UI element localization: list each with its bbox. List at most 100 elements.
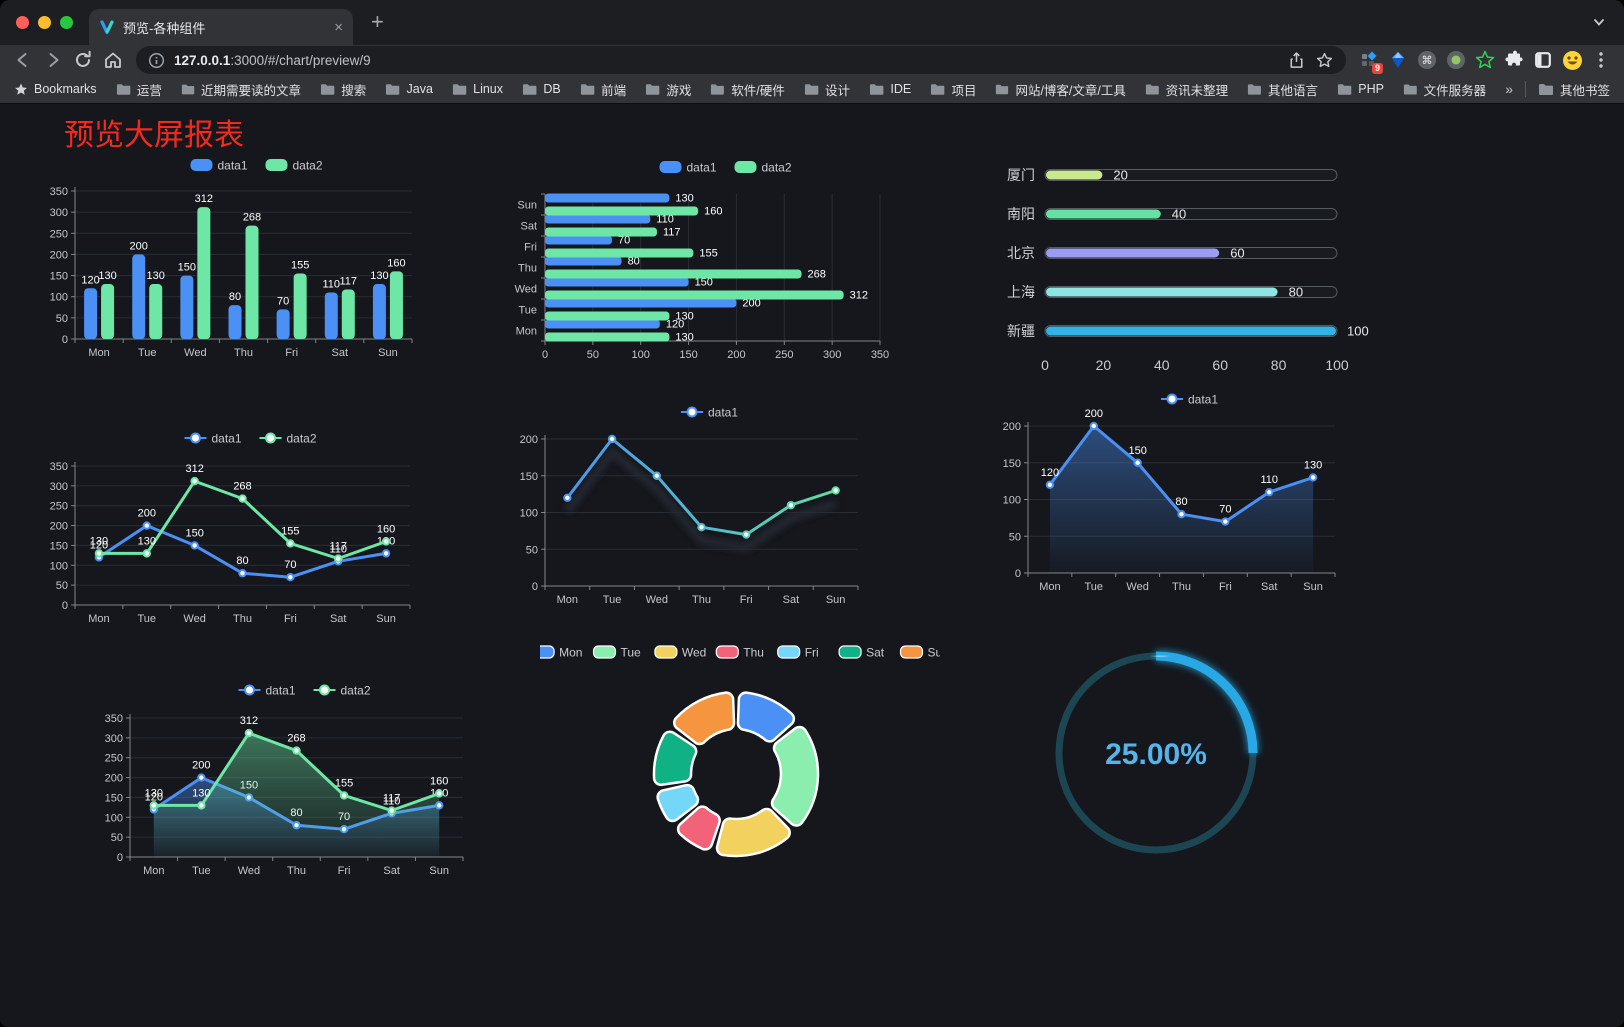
data-point[interactable] [1265,487,1274,497]
data-point[interactable] [387,806,396,815]
address-bar[interactable]: 127.0.0.1:3000/#/chart/preview/9 [136,46,1346,74]
bar[interactable] [545,311,670,321]
data-point[interactable] [1308,473,1318,482]
legend-item[interactable]: data1 [184,432,242,446]
data-point[interactable] [94,549,104,558]
browser-tab[interactable]: 预览-各种组件 × [89,9,353,45]
data-point[interactable] [238,494,247,503]
gauge-chart[interactable]: 25.00% [1040,641,1280,871]
minimize-window-button[interactable] [38,16,51,29]
legend-item[interactable]: Sun [899,645,941,660]
forward-button[interactable] [38,46,68,74]
share-icon[interactable] [1287,51,1306,70]
bar[interactable] [545,193,670,203]
data-point[interactable] [1045,480,1055,490]
data-point[interactable] [339,791,349,800]
bar[interactable] [545,298,737,308]
legend-item[interactable]: Tue [592,645,642,660]
data-point[interactable] [1133,458,1142,467]
browser-menu-icon[interactable] [1590,49,1612,71]
tab-close-icon[interactable]: × [334,18,343,36]
legend-item[interactable]: Thu [715,645,764,660]
bookmark-item[interactable]: Linux [452,82,503,96]
data-point[interactable] [142,521,151,530]
data-point[interactable] [786,500,796,510]
green-star-extension-icon[interactable] [1474,49,1496,71]
data-point[interactable] [652,471,661,480]
bookmark-item[interactable]: PHP [1337,82,1384,96]
bar[interactable] [101,284,115,339]
dual-line-chart[interactable]: data1 data2 0 50 100 150 200 250 300 350 Mon Tue Wed… [40,421,420,643]
bar[interactable] [389,271,403,339]
bookmark-item[interactable]: DB [522,82,561,96]
progress-row-南阳[interactable]: 南阳 40 [1007,206,1338,222]
data-point[interactable] [1221,517,1230,526]
zoom-window-button[interactable] [60,16,73,29]
data-point[interactable] [742,530,751,539]
bar[interactable] [545,235,612,245]
data-point[interactable] [607,434,617,444]
bookmark-item[interactable]: 软件/硬件 [710,80,785,99]
data-point[interactable] [197,801,206,810]
command-extension-icon[interactable]: ⌘ [1416,49,1438,71]
new-tab-button[interactable]: + [371,9,384,34]
legend-item[interactable]: Sat [838,645,885,660]
bar[interactable] [545,290,844,300]
donut-segment-Thu[interactable] [676,805,721,851]
bar[interactable] [245,225,259,339]
bookmark-item[interactable]: 其他语言 [1247,80,1318,99]
home-button[interactable] [98,46,128,74]
bar[interactable] [545,206,699,216]
bar[interactable] [149,284,163,339]
line-series-data1[interactable]: 120 200 150 80 70 110 130 [90,508,396,582]
progress-row-新疆[interactable]: 新疆 100 [1007,323,1369,339]
data-point[interactable] [381,549,391,558]
bookmarks-overflow-chevron[interactable]: » [1505,81,1513,97]
legend-item[interactable]: data2 [259,432,317,446]
bar[interactable] [228,305,242,339]
legend-item[interactable]: data1 [659,161,717,175]
data-point[interactable] [381,537,391,546]
bookmark-item[interactable]: 搜索 [320,80,366,99]
bar[interactable] [545,214,651,224]
bar[interactable] [545,248,694,258]
data-point[interactable] [286,573,295,582]
progress-bar-chart[interactable]: 厦门 20 南阳 40 北京 60 上海 80 新疆 100 0 20 40 60 80 100 [980,151,1380,386]
data-point[interactable] [142,549,151,558]
donut-chart[interactable]: Mon Tue Wed Thu Fri Sat Sun [540,641,940,891]
data-point[interactable] [1177,510,1186,519]
data-point[interactable] [292,746,301,755]
bar[interactable] [545,332,670,342]
grouped-bar-chart[interactable]: data1 data2 0 50 100 150 200 250 300 350 Mon Tue Wed… [40,151,420,373]
green-dot-extension-icon[interactable] [1445,49,1467,71]
bar-series-data2[interactable]: 130 130 312 268 155 117 160 [98,193,406,339]
bookmark-item[interactable]: 项目 [930,80,976,99]
dual-area-line-chart[interactable]: data1 data2 0 50 100 150 200 250 300 350 Mon Tue Wed… [90,673,480,895]
emoji-extension-icon[interactable] [1561,49,1583,71]
bookmark-item[interactable]: 前端 [580,80,626,99]
close-window-button[interactable] [16,16,29,29]
line-series-data2[interactable]: 130 130 312 268 155 117 160 [145,715,449,857]
bar[interactable] [545,269,802,279]
donut-segment-Tue[interactable] [770,725,820,827]
donut-segment-Sat[interactable] [652,730,698,787]
bar[interactable] [545,227,657,237]
donut-segment-Fri[interactable] [656,783,700,823]
legend-item[interactable]: data1 [681,406,738,420]
bar[interactable] [84,288,98,339]
grid-diamond-extension-icon[interactable]: 9 [1358,49,1383,74]
legend-item[interactable]: data2 [734,161,792,175]
bookmark-item[interactable]: 设计 [804,80,850,99]
legend-item[interactable]: data1 [238,684,296,698]
bar-series-data1[interactable]: 120 200 150 80 70 110 130 [81,240,389,339]
legend-item[interactable]: data2 [265,159,323,173]
gem-extension-icon[interactable] [1387,49,1409,71]
data-point[interactable] [286,539,295,548]
progress-row-北京[interactable]: 北京 60 [1007,245,1338,261]
bar[interactable] [545,277,689,287]
data-point[interactable] [190,476,199,486]
bar[interactable] [180,275,194,339]
legend-item[interactable]: Mon [540,645,582,660]
extensions-puzzle-icon[interactable] [1503,49,1525,71]
bar[interactable] [545,256,622,266]
